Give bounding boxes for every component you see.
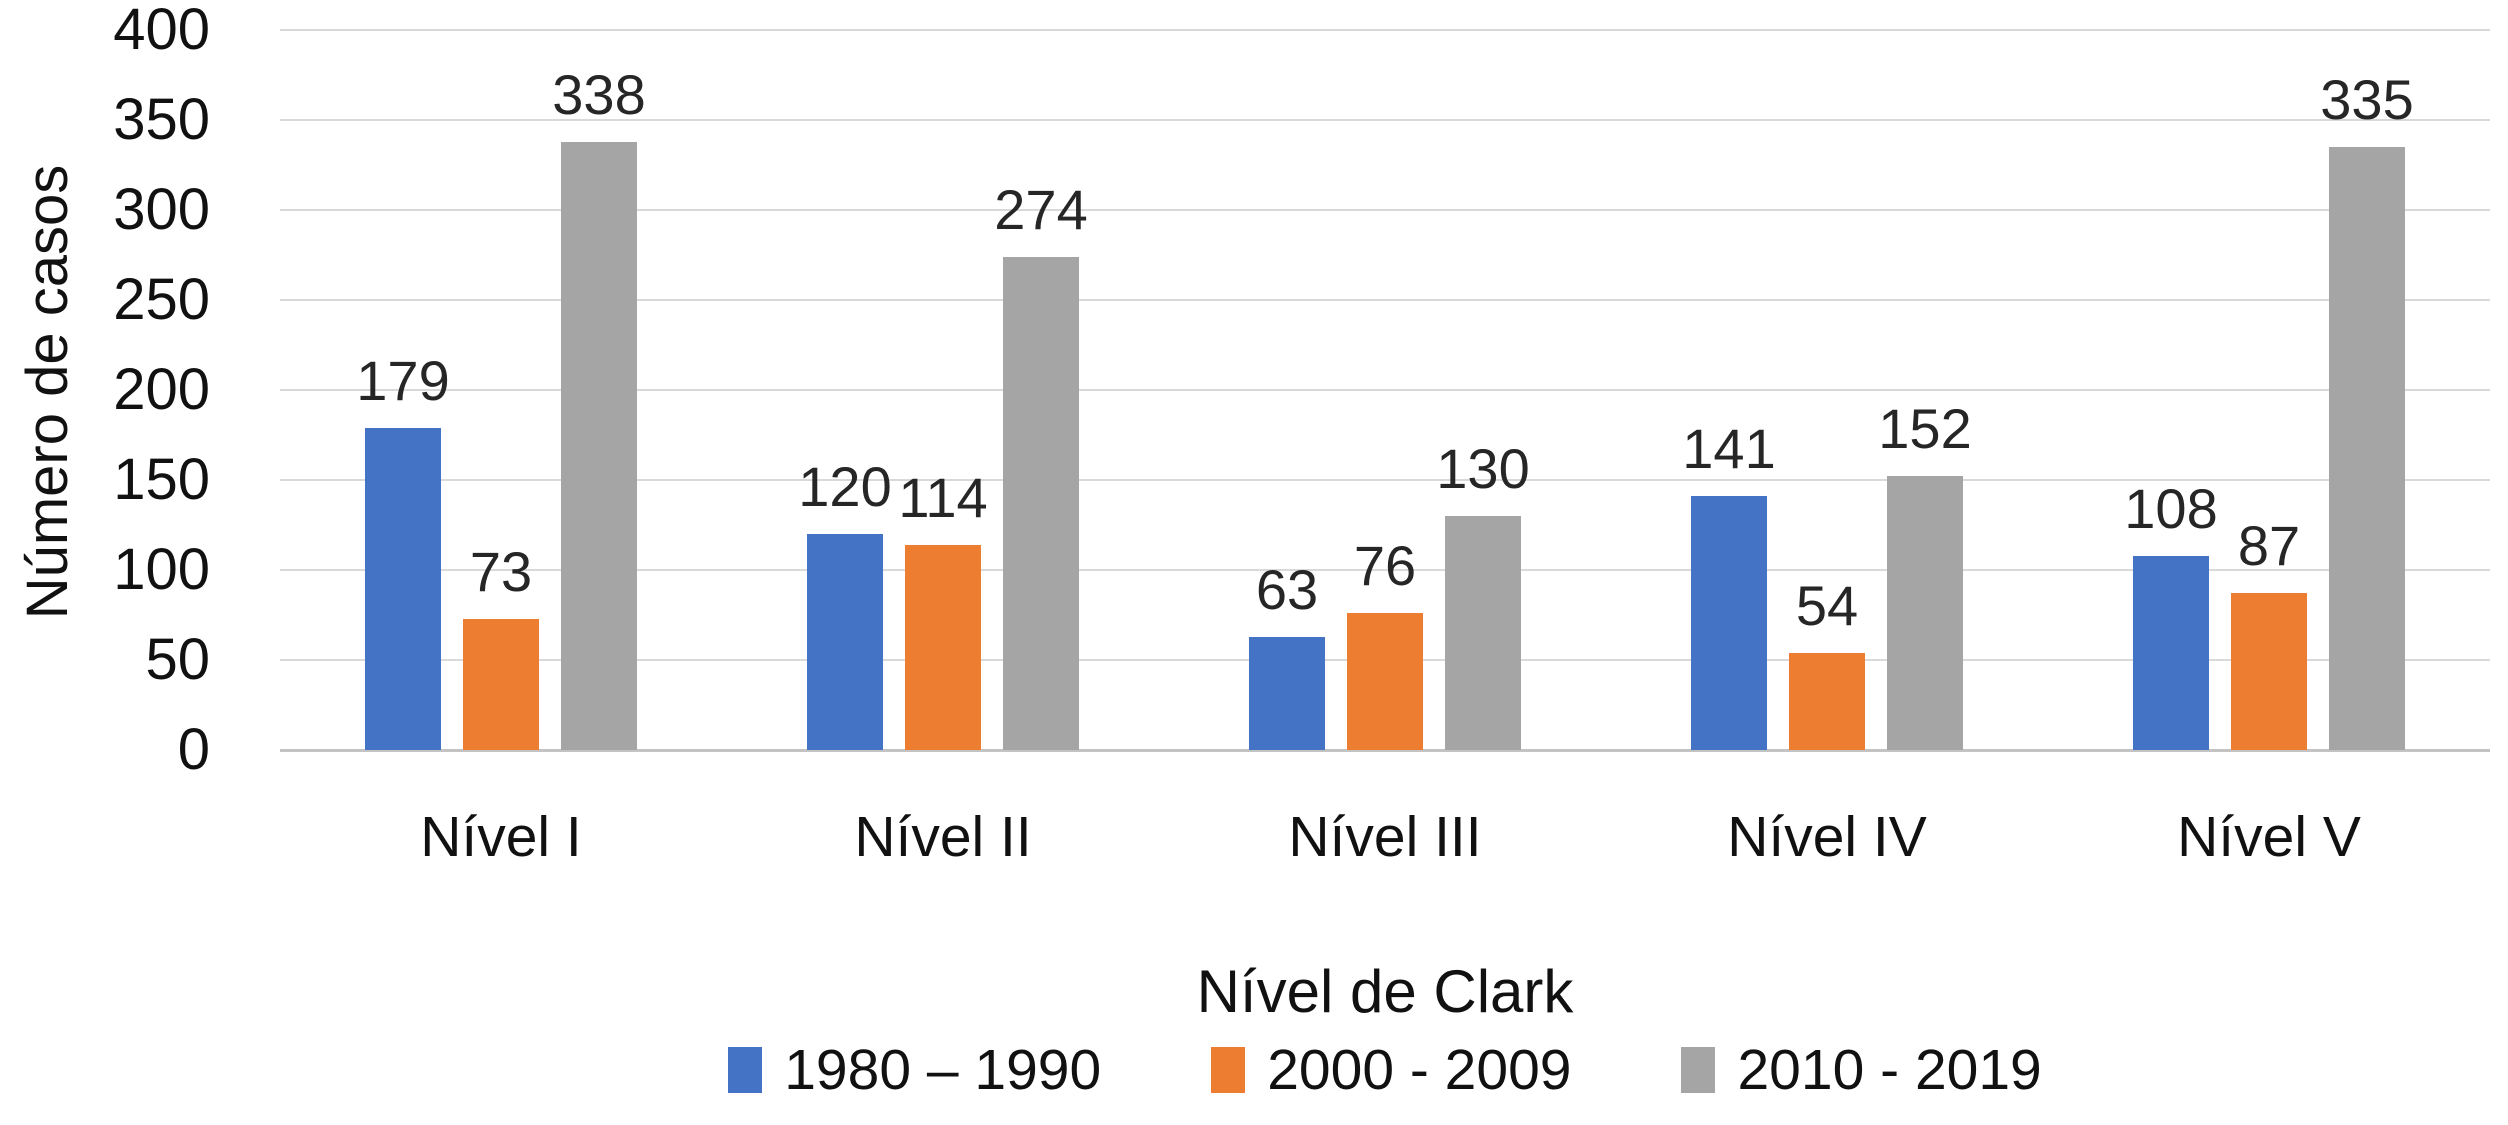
bar-value-label: 152 [1878,397,1972,461]
bar-value-label: 76 [1353,534,1417,598]
legend-swatch-icon [1211,1047,1246,1093]
bar-1980–1990-nível-v [2133,555,2209,750]
x-axis-category-label: Nível V [2177,805,2361,869]
x-axis-category-label: Nível I [420,805,582,869]
legend-label: 2000 - 2009 [1267,1038,1572,1102]
x-axis-category-label: Nível III [1288,805,1482,869]
y-axis-tick-label: 100 [113,537,210,602]
x-axis-category-label: Nível IV [1727,805,1927,869]
legend-swatch-icon [1681,1047,1716,1093]
bar-2010-2019-nível-iii [1445,516,1521,750]
y-axis-tick-label: 200 [113,357,210,422]
bar-2000-2009-nível-i [463,618,539,750]
x-axis-line [280,749,2490,752]
y-axis-tick-label: 300 [113,177,210,242]
legend-swatch-icon [728,1047,763,1093]
bar-2000-2009-nível-iv [1789,652,1865,750]
y-axis-tick-label: 350 [113,87,210,152]
bar-value-label: 141 [1682,417,1776,481]
gridline [280,299,2490,301]
bar-1980–1990-nível-iv [1691,496,1767,750]
y-axis-tick-label: 50 [145,627,210,692]
bar-1980–1990-nível-i [365,427,441,750]
bar-value-label: 274 [994,177,1088,241]
bar-value-label: 73 [469,539,533,603]
legend: 1980 – 1990 2000 - 2009 2010 - 2019 [280,1040,2490,1100]
legend-item: 1980 – 1990 [728,1040,1101,1100]
y-axis-tick-label: 0 [177,717,210,782]
bar-1980–1990-nível-iii [1249,636,1325,750]
gridline [280,119,2490,121]
legend-item: 2010 - 2019 [1681,1038,2042,1102]
bar-2010-2019-nível-v [2329,147,2405,750]
gridline [280,569,2490,571]
bar-2010-2019-nível-i [561,141,637,750]
gridline [280,389,2490,391]
bar-value-label: 108 [2124,476,2218,540]
x-axis-category-label: Nível II [854,805,1032,869]
bar-value-label: 338 [552,62,646,126]
gridline [280,209,2490,211]
bar-1980–1990-nível-ii [807,534,883,750]
bar-value-label: 54 [1795,573,1859,637]
y-axis-tick-label: 250 [113,267,210,332]
gridline [280,479,2490,481]
gridline [280,29,2490,31]
x-axis-title: Nível de Clark [1196,958,1574,1025]
bar-value-label: 120 [798,455,892,518]
bar-value-label: 335 [2320,68,2414,131]
bar-2000-2009-nível-ii [905,544,981,750]
bar-2000-2009-nível-iii [1347,613,1423,750]
legend-label: 1980 – 1990 [784,1038,1102,1102]
bar-value-label: 114 [898,465,988,529]
bar-2000-2009-nível-v [2231,593,2307,750]
bar-2010-2019-nível-ii [1003,256,1079,750]
bar-value-label: 63 [1255,557,1319,621]
bar-value-label: 130 [1436,437,1530,500]
y-axis-tick-label: 150 [113,447,210,512]
bar-value-label: 87 [2237,514,2301,578]
legend-item: 2000 - 2009 [1211,1040,1571,1100]
bar-value-label: 179 [356,348,450,412]
y-axis-tick-label: 400 [113,0,210,62]
legend-label: 2010 - 2019 [1737,1038,2042,1102]
bar-2010-2019-nível-iv [1887,476,1963,750]
